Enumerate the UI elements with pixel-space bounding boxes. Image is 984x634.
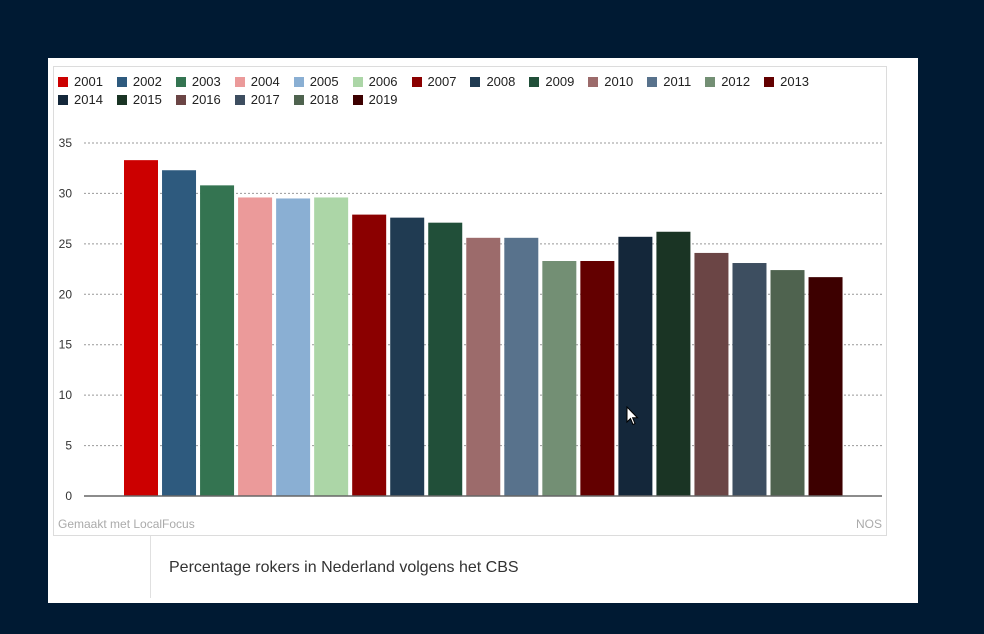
legend-item-2005[interactable]: 2005	[293, 73, 339, 91]
y-tick-label: 0	[65, 489, 72, 503]
bar-2013[interactable]	[580, 261, 615, 496]
legend-item-2001[interactable]: 2001	[58, 73, 103, 91]
legend-item-2012[interactable]: 2012	[705, 73, 750, 91]
legend-swatch	[588, 77, 599, 87]
legend-label: 2016	[191, 92, 221, 107]
legend-item-2010[interactable]: 2010	[588, 73, 633, 91]
chart-card: 2001 2002 2003 2004 2005 2006 2007 2008 2009 2010…	[48, 58, 918, 603]
bar-2003[interactable]	[200, 185, 235, 497]
y-tick-label: 10	[59, 388, 73, 402]
legend-label: 2012	[721, 74, 751, 89]
legend-item-2019[interactable]: 2019	[352, 91, 398, 109]
legend-label: 2004	[250, 74, 280, 89]
caption-divider	[150, 536, 151, 598]
mouse-pointer-icon	[626, 406, 639, 426]
legend-label: 2005	[309, 74, 339, 89]
chart-legend: 2001 2002 2003 2004 2005 2006 2007 2008 2009 2010…	[58, 73, 858, 109]
legend-swatch	[58, 77, 68, 87]
legend-swatch	[647, 77, 658, 87]
legend-item-2006[interactable]: 2006	[352, 73, 398, 91]
legend-swatch	[116, 77, 127, 87]
legend-label: 2006	[368, 74, 398, 89]
bar-2011[interactable]	[504, 237, 539, 496]
legend-label: 2003	[191, 74, 221, 89]
legend-swatch	[175, 95, 186, 105]
legend-item-2009[interactable]: 2009	[529, 73, 574, 91]
bar-2015[interactable]	[656, 231, 691, 497]
bar-2008[interactable]	[390, 217, 425, 497]
bar-2002[interactable]	[162, 170, 197, 496]
legend-swatch	[234, 77, 245, 87]
legend-label: 2008	[486, 74, 516, 89]
legend-label: 2007	[427, 74, 457, 89]
bar-2019[interactable]	[808, 277, 843, 496]
legend-swatch	[175, 77, 186, 87]
legend-item-2018[interactable]: 2018	[293, 91, 339, 109]
legend-label: 2019	[368, 92, 398, 107]
legend-item-2016[interactable]: 2016	[175, 91, 221, 109]
bar-2012[interactable]	[542, 261, 577, 496]
y-tick-label: 35	[59, 136, 73, 150]
y-tick-label: 20	[59, 287, 73, 301]
legend-label: 2011	[663, 74, 692, 89]
legend-item-2014[interactable]: 2014	[58, 91, 103, 109]
bar-2009[interactable]	[428, 222, 463, 497]
y-tick-label: 25	[59, 237, 73, 251]
legend-swatch	[234, 95, 245, 105]
bar-chart: 0 5 10 15 20 25 30 35	[59, 136, 882, 503]
bar-2005[interactable]	[276, 198, 311, 496]
legend-label: 2001	[74, 74, 103, 89]
y-tick-label: 5	[65, 439, 72, 453]
legend-label: 2014	[74, 92, 103, 107]
legend-label: 2010	[604, 74, 634, 89]
y-tick-label: 15	[59, 338, 73, 352]
legend-item-2003[interactable]: 2003	[175, 73, 221, 91]
legend-swatch	[293, 77, 304, 87]
bar-2007[interactable]	[352, 214, 387, 496]
legend-swatch	[764, 77, 775, 87]
bar-2006[interactable]	[314, 197, 349, 496]
legend-swatch	[58, 95, 68, 105]
legend-swatch	[705, 77, 716, 87]
chart-caption: Percentage rokers in Nederland volgens h…	[169, 559, 519, 576]
bar-2001[interactable]	[124, 160, 158, 496]
legend-label: 2009	[545, 74, 575, 89]
legend-swatch	[529, 77, 540, 87]
legend-item-2011[interactable]: 2011	[647, 73, 691, 91]
legend-swatch	[293, 95, 304, 105]
legend-label: 2018	[309, 92, 339, 107]
legend-label: 2017	[250, 92, 280, 107]
bar-2010[interactable]	[466, 237, 501, 496]
legend-item-2013[interactable]: 2013	[764, 73, 809, 91]
legend-item-2007[interactable]: 2007	[411, 73, 457, 91]
bar-2004[interactable]	[238, 197, 273, 496]
bar-2014[interactable]	[618, 236, 653, 496]
legend-swatch	[116, 95, 127, 105]
source-text: NOS	[855, 517, 882, 531]
legend-item-2004[interactable]: 2004	[234, 73, 280, 91]
legend-item-2008[interactable]: 2008	[470, 73, 515, 91]
legend-item-2002[interactable]: 2002	[116, 73, 162, 91]
legend-swatch	[352, 95, 363, 105]
legend-swatch	[411, 77, 422, 87]
legend-label: 2013	[780, 74, 810, 89]
bar-2017[interactable]	[732, 263, 767, 496]
bar-2016[interactable]	[694, 252, 729, 496]
chart-container: 2001 2002 2003 2004 2005 2006 2007 2008 2009 2010…	[53, 66, 887, 536]
legend-item-2017[interactable]: 2017	[234, 91, 280, 109]
legend-swatch	[470, 77, 481, 87]
legend-label: 2015	[132, 92, 162, 107]
y-tick-label: 30	[59, 186, 73, 200]
legend-swatch	[352, 77, 363, 87]
legend-label: 2002	[132, 74, 162, 89]
bar-2018[interactable]	[770, 270, 805, 496]
credit-text[interactable]: Gemaakt met LocalFocus	[58, 517, 195, 531]
legend-item-2015[interactable]: 2015	[116, 91, 162, 109]
